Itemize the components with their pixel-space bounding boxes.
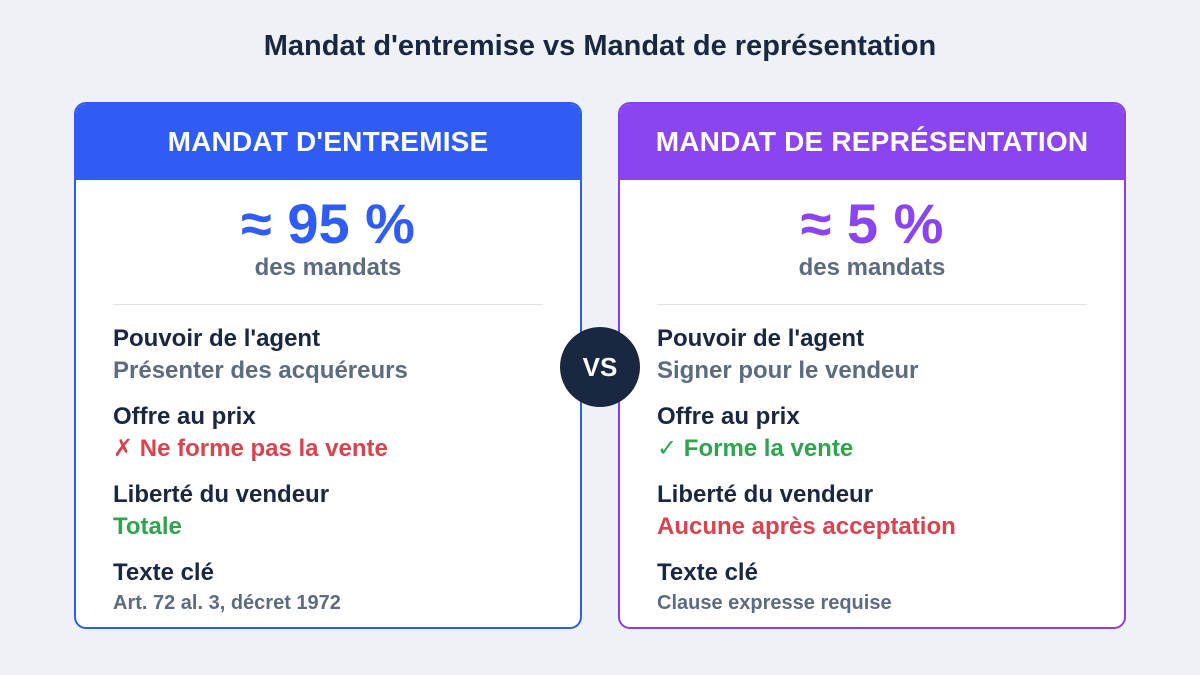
card-header: MANDAT D'ENTREMISE [76, 104, 580, 180]
attribute-value: Clause expresse requise [657, 592, 892, 614]
attribute-label: Texte clé [113, 559, 214, 586]
attribute-label: Pouvoir de l'agent [113, 325, 321, 352]
card-mandat-entremise: MANDAT D'ENTREMISE ≈ 95 % des mandats Po… [74, 102, 582, 629]
divider [657, 304, 1087, 305]
attribute-label: Pouvoir de l'agent [657, 325, 865, 352]
attribute-value: Présenter des acquéreurs [113, 357, 408, 384]
card-header: MANDAT DE REPRÉSENTATION [620, 104, 1124, 180]
attribute-label: Offre au prix [113, 403, 256, 430]
attribute-label: Liberté du vendeur [113, 481, 330, 508]
attribute-row-texte: Texte clé Art. 72 al. 3, décret 1972 [113, 557, 543, 617]
attribute-label: Liberté du vendeur [657, 481, 874, 508]
share-value: ≈ 5 % [800, 192, 944, 255]
share-subtitle: des mandats [254, 254, 402, 281]
attribute-value: Art. 72 al. 3, décret 1972 [113, 592, 341, 614]
attribute-row-liberte: Liberté du vendeur Aucune après acceptat… [657, 479, 1087, 543]
vs-badge: VS [560, 327, 640, 407]
attribute-list: Pouvoir de l'agent Signer pour le vendeu… [620, 305, 1124, 617]
attribute-value: ✗ Ne forme pas la vente [113, 435, 388, 462]
divider [113, 304, 543, 305]
attribute-value: Aucune après acceptation [657, 513, 956, 540]
share-subtitle: des mandats [798, 254, 946, 281]
attribute-label: Texte clé [657, 559, 758, 586]
attribute-row-pouvoir: Pouvoir de l'agent Présenter des acquére… [113, 323, 543, 387]
card-mandat-representation: MANDAT DE REPRÉSENTATION ≈ 5 % des manda… [618, 102, 1126, 629]
attribute-value: Totale [113, 513, 182, 540]
attribute-row-offre: Offre au prix ✗ Ne forme pas la vente [113, 401, 543, 465]
attribute-value: Signer pour le vendeur [657, 357, 919, 384]
attribute-row-pouvoir: Pouvoir de l'agent Signer pour le vendeu… [657, 323, 1087, 387]
attribute-label: Offre au prix [657, 403, 800, 430]
attribute-value: ✓ Forme la vente [657, 435, 854, 462]
attribute-row-liberte: Liberté du vendeur Totale [113, 479, 543, 543]
attribute-list: Pouvoir de l'agent Présenter des acquére… [76, 305, 580, 617]
page-title: Mandat d'entremise vs Mandat de représen… [263, 30, 937, 62]
attribute-row-texte: Texte clé Clause expresse requise [657, 557, 1087, 617]
attribute-row-offre: Offre au prix ✓ Forme la vente [657, 401, 1087, 465]
share-value: ≈ 95 % [241, 192, 415, 255]
